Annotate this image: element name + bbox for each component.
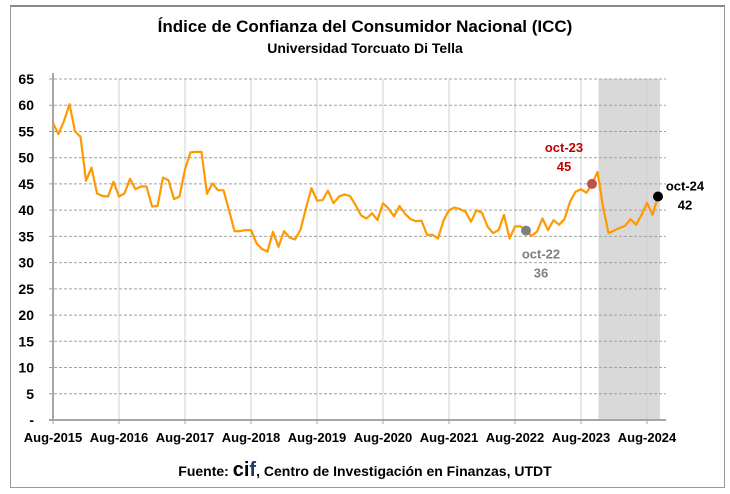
annotation-value: 42 [678, 198, 692, 213]
y-tick-label: 25 [18, 281, 34, 297]
y-tick-label: 65 [18, 71, 34, 87]
x-tick-label: Aug-2020 [354, 430, 413, 445]
y-tick-label: 15 [18, 333, 34, 349]
y-tick-label: 35 [18, 228, 34, 244]
x-tick-label: Aug-2017 [156, 430, 215, 445]
x-tick-label: Aug-2016 [90, 430, 149, 445]
y-tick-label: 45 [18, 176, 34, 192]
source-rest: , Centro de Investigación en Finanzas, U… [256, 463, 552, 479]
annotation-marker-oct-23 [587, 178, 597, 189]
shaded-period [598, 79, 660, 420]
x-tick-label: Aug-2015 [24, 430, 83, 445]
annotation-label: oct-23 [545, 140, 583, 155]
annotation-value: 36 [534, 266, 548, 281]
y-tick-label: 5 [26, 386, 34, 402]
x-tick-label: Aug-2019 [288, 430, 347, 445]
series-line-icc [52, 103, 660, 253]
y-tick-label: 30 [18, 255, 34, 271]
cif-logo: cif [233, 459, 257, 481]
y-tick-label: 40 [18, 202, 34, 218]
y-tick-label: - [29, 412, 34, 428]
chart-subtitle: Universidad Torcuato Di Tella [267, 40, 463, 56]
annotation-label: oct-24 [666, 179, 705, 194]
x-tick-label: Aug-2018 [222, 430, 281, 445]
x-tick-label: Aug-2023 [552, 430, 611, 445]
x-tick-label: Aug-2022 [486, 430, 545, 445]
annotation-value: 45 [557, 159, 571, 174]
x-tick-label: Aug-2021 [420, 430, 479, 445]
chart-title: Índice de Confianza del Consumidor Nacio… [158, 17, 573, 36]
y-tick-label: 50 [18, 150, 34, 166]
chart-source: Fuente: cif, Centro de Investigación en … [178, 459, 552, 481]
y-tick-label: 55 [18, 123, 34, 139]
annotation-marker-oct-24 [653, 191, 663, 202]
annotation-marker-oct-22 [521, 225, 531, 236]
y-tick-label: 20 [18, 307, 34, 323]
y-tick-label: 10 [18, 360, 34, 376]
x-tick-label: Aug-2024 [618, 430, 677, 445]
source-prefix: Fuente: [178, 463, 232, 479]
annotation-label: oct-22 [522, 247, 560, 262]
y-tick-label: 60 [18, 97, 34, 113]
